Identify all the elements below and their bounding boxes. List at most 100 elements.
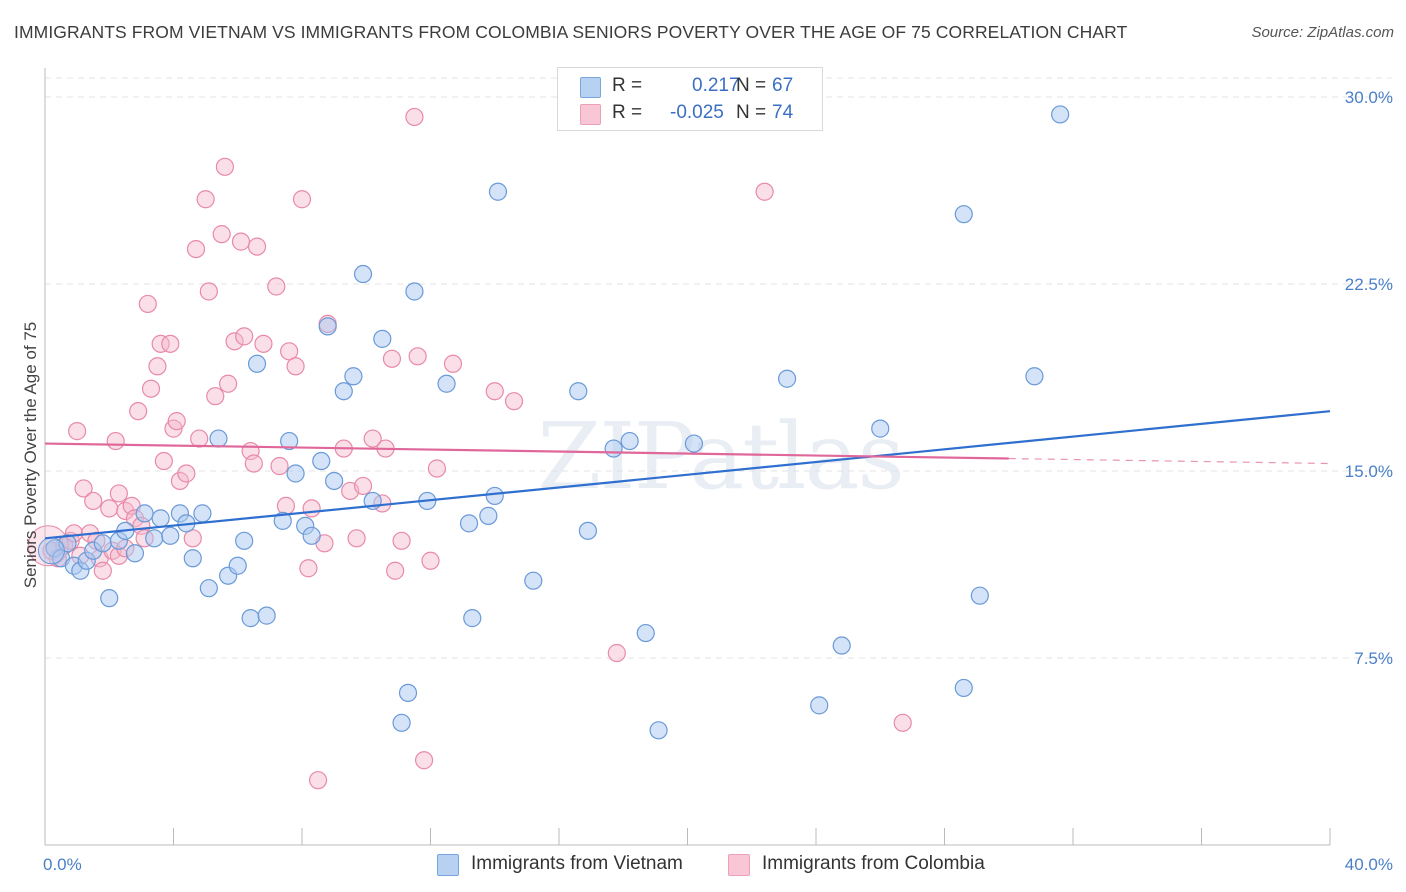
vietnam-point[interactable] bbox=[871, 419, 890, 438]
colombia-point[interactable] bbox=[267, 277, 286, 296]
vietnam-point[interactable] bbox=[183, 549, 202, 568]
colombia-point[interactable] bbox=[106, 431, 125, 451]
colombia-point[interactable] bbox=[427, 459, 447, 478]
colombia-point[interactable] bbox=[292, 190, 312, 209]
colombia-point[interactable] bbox=[247, 237, 267, 256]
vietnam-point[interactable] bbox=[392, 713, 411, 732]
colombia-point[interactable] bbox=[183, 529, 202, 548]
colombia-point[interactable] bbox=[276, 496, 296, 516]
vietnam-point[interactable] bbox=[199, 579, 218, 598]
colombia-point[interactable] bbox=[141, 379, 161, 398]
colombia-point[interactable] bbox=[504, 392, 524, 411]
colombia-point[interactable] bbox=[347, 529, 366, 548]
colombia-point[interactable] bbox=[74, 479, 93, 498]
colombia-point[interactable] bbox=[199, 282, 218, 301]
colombia-point[interactable] bbox=[129, 402, 148, 421]
vietnam-point[interactable] bbox=[810, 696, 829, 715]
vietnam-point[interactable] bbox=[398, 683, 418, 703]
vietnam-point[interactable] bbox=[463, 609, 482, 628]
vietnam-point[interactable] bbox=[228, 556, 247, 575]
vietnam-point[interactable] bbox=[135, 504, 154, 523]
vietnam-point[interactable] bbox=[569, 382, 588, 401]
colombia-point[interactable] bbox=[161, 334, 180, 353]
vietnam-point[interactable] bbox=[235, 531, 254, 550]
colombia-point[interactable] bbox=[382, 349, 402, 368]
vietnam-point[interactable] bbox=[488, 182, 508, 201]
vietnam-point[interactable] bbox=[318, 317, 337, 336]
vietnam-point[interactable] bbox=[479, 506, 498, 525]
colombia-point[interactable] bbox=[270, 456, 289, 476]
vietnam-point[interactable] bbox=[954, 678, 973, 698]
colombia-point[interactable] bbox=[363, 429, 382, 448]
colombia-point[interactable] bbox=[215, 157, 234, 176]
vietnam-point[interactable] bbox=[684, 434, 704, 453]
colombia-point[interactable] bbox=[109, 484, 128, 503]
vietnam-point[interactable] bbox=[620, 431, 639, 451]
colombia-point[interactable] bbox=[443, 354, 463, 373]
vietnam-point[interactable] bbox=[353, 264, 373, 284]
vietnam-point[interactable] bbox=[247, 354, 267, 373]
colombia-point[interactable] bbox=[280, 342, 299, 361]
colombia-point[interactable] bbox=[755, 182, 774, 201]
vietnam-point[interactable] bbox=[578, 521, 598, 540]
colombia-point[interactable] bbox=[421, 551, 440, 570]
colombia-point[interactable] bbox=[235, 327, 254, 346]
colombia-point[interactable] bbox=[254, 334, 273, 353]
vietnam-point[interactable] bbox=[334, 382, 353, 401]
colombia-point[interactable] bbox=[286, 357, 305, 376]
vietnam-point[interactable] bbox=[37, 537, 65, 565]
vietnam-point[interactable] bbox=[373, 329, 392, 348]
vietnam-point[interactable] bbox=[649, 721, 668, 740]
colombia-point[interactable] bbox=[151, 334, 170, 353]
colombia-point[interactable] bbox=[93, 561, 112, 580]
colombia-point[interactable] bbox=[414, 751, 434, 770]
colombia-point[interactable] bbox=[177, 464, 196, 483]
vietnam-point[interactable] bbox=[524, 571, 543, 590]
colombia-point[interactable] bbox=[84, 491, 103, 511]
vietnam-point[interactable] bbox=[58, 534, 77, 553]
vietnam-point[interactable] bbox=[145, 529, 164, 548]
vietnam-point[interactable] bbox=[970, 586, 989, 605]
vietnam-point[interactable] bbox=[832, 636, 851, 655]
colombia-point[interactable] bbox=[196, 190, 215, 209]
colombia-point[interactable] bbox=[190, 429, 209, 448]
colombia-point[interactable] bbox=[170, 471, 190, 491]
colombia-point[interactable] bbox=[186, 239, 206, 259]
vietnam-point[interactable] bbox=[405, 282, 424, 301]
colombia-point[interactable] bbox=[244, 454, 263, 473]
colombia-point[interactable] bbox=[485, 382, 504, 401]
vietnam-point[interactable] bbox=[777, 369, 797, 388]
colombia-point[interactable] bbox=[154, 451, 173, 471]
vietnam-point[interactable] bbox=[604, 439, 623, 458]
vietnam-point[interactable] bbox=[100, 589, 119, 608]
vietnam-point[interactable] bbox=[1025, 367, 1044, 386]
colombia-point[interactable] bbox=[607, 643, 626, 663]
colombia-point[interactable] bbox=[353, 476, 373, 496]
vietnam-point[interactable] bbox=[93, 534, 112, 553]
vietnam-point[interactable] bbox=[125, 544, 145, 563]
colombia-point[interactable] bbox=[299, 559, 318, 578]
vietnam-point[interactable] bbox=[1051, 105, 1070, 124]
colombia-point[interactable] bbox=[225, 332, 244, 351]
colombia-point[interactable] bbox=[167, 412, 186, 431]
colombia-point[interactable] bbox=[392, 531, 411, 550]
vietnam-point[interactable] bbox=[636, 623, 655, 643]
vietnam-point[interactable] bbox=[193, 504, 212, 523]
colombia-point[interactable] bbox=[68, 422, 87, 441]
vietnam-point[interactable] bbox=[954, 205, 973, 224]
vietnam-point[interactable] bbox=[325, 471, 344, 491]
vietnam-point[interactable] bbox=[161, 526, 180, 545]
colombia-point[interactable] bbox=[148, 357, 167, 376]
colombia-point[interactable] bbox=[405, 107, 424, 127]
vietnam-point[interactable] bbox=[344, 367, 363, 386]
vietnam-point[interactable] bbox=[273, 511, 292, 530]
colombia-point[interactable] bbox=[206, 387, 225, 406]
colombia-point[interactable] bbox=[386, 561, 405, 580]
vietnam-point[interactable] bbox=[485, 486, 504, 506]
colombia-point[interactable] bbox=[308, 771, 328, 790]
colombia-point[interactable] bbox=[138, 294, 157, 314]
colombia-point[interactable] bbox=[408, 347, 427, 366]
colombia-point[interactable] bbox=[100, 499, 119, 518]
vietnam-point[interactable] bbox=[302, 526, 321, 545]
vietnam-point[interactable] bbox=[286, 464, 305, 483]
